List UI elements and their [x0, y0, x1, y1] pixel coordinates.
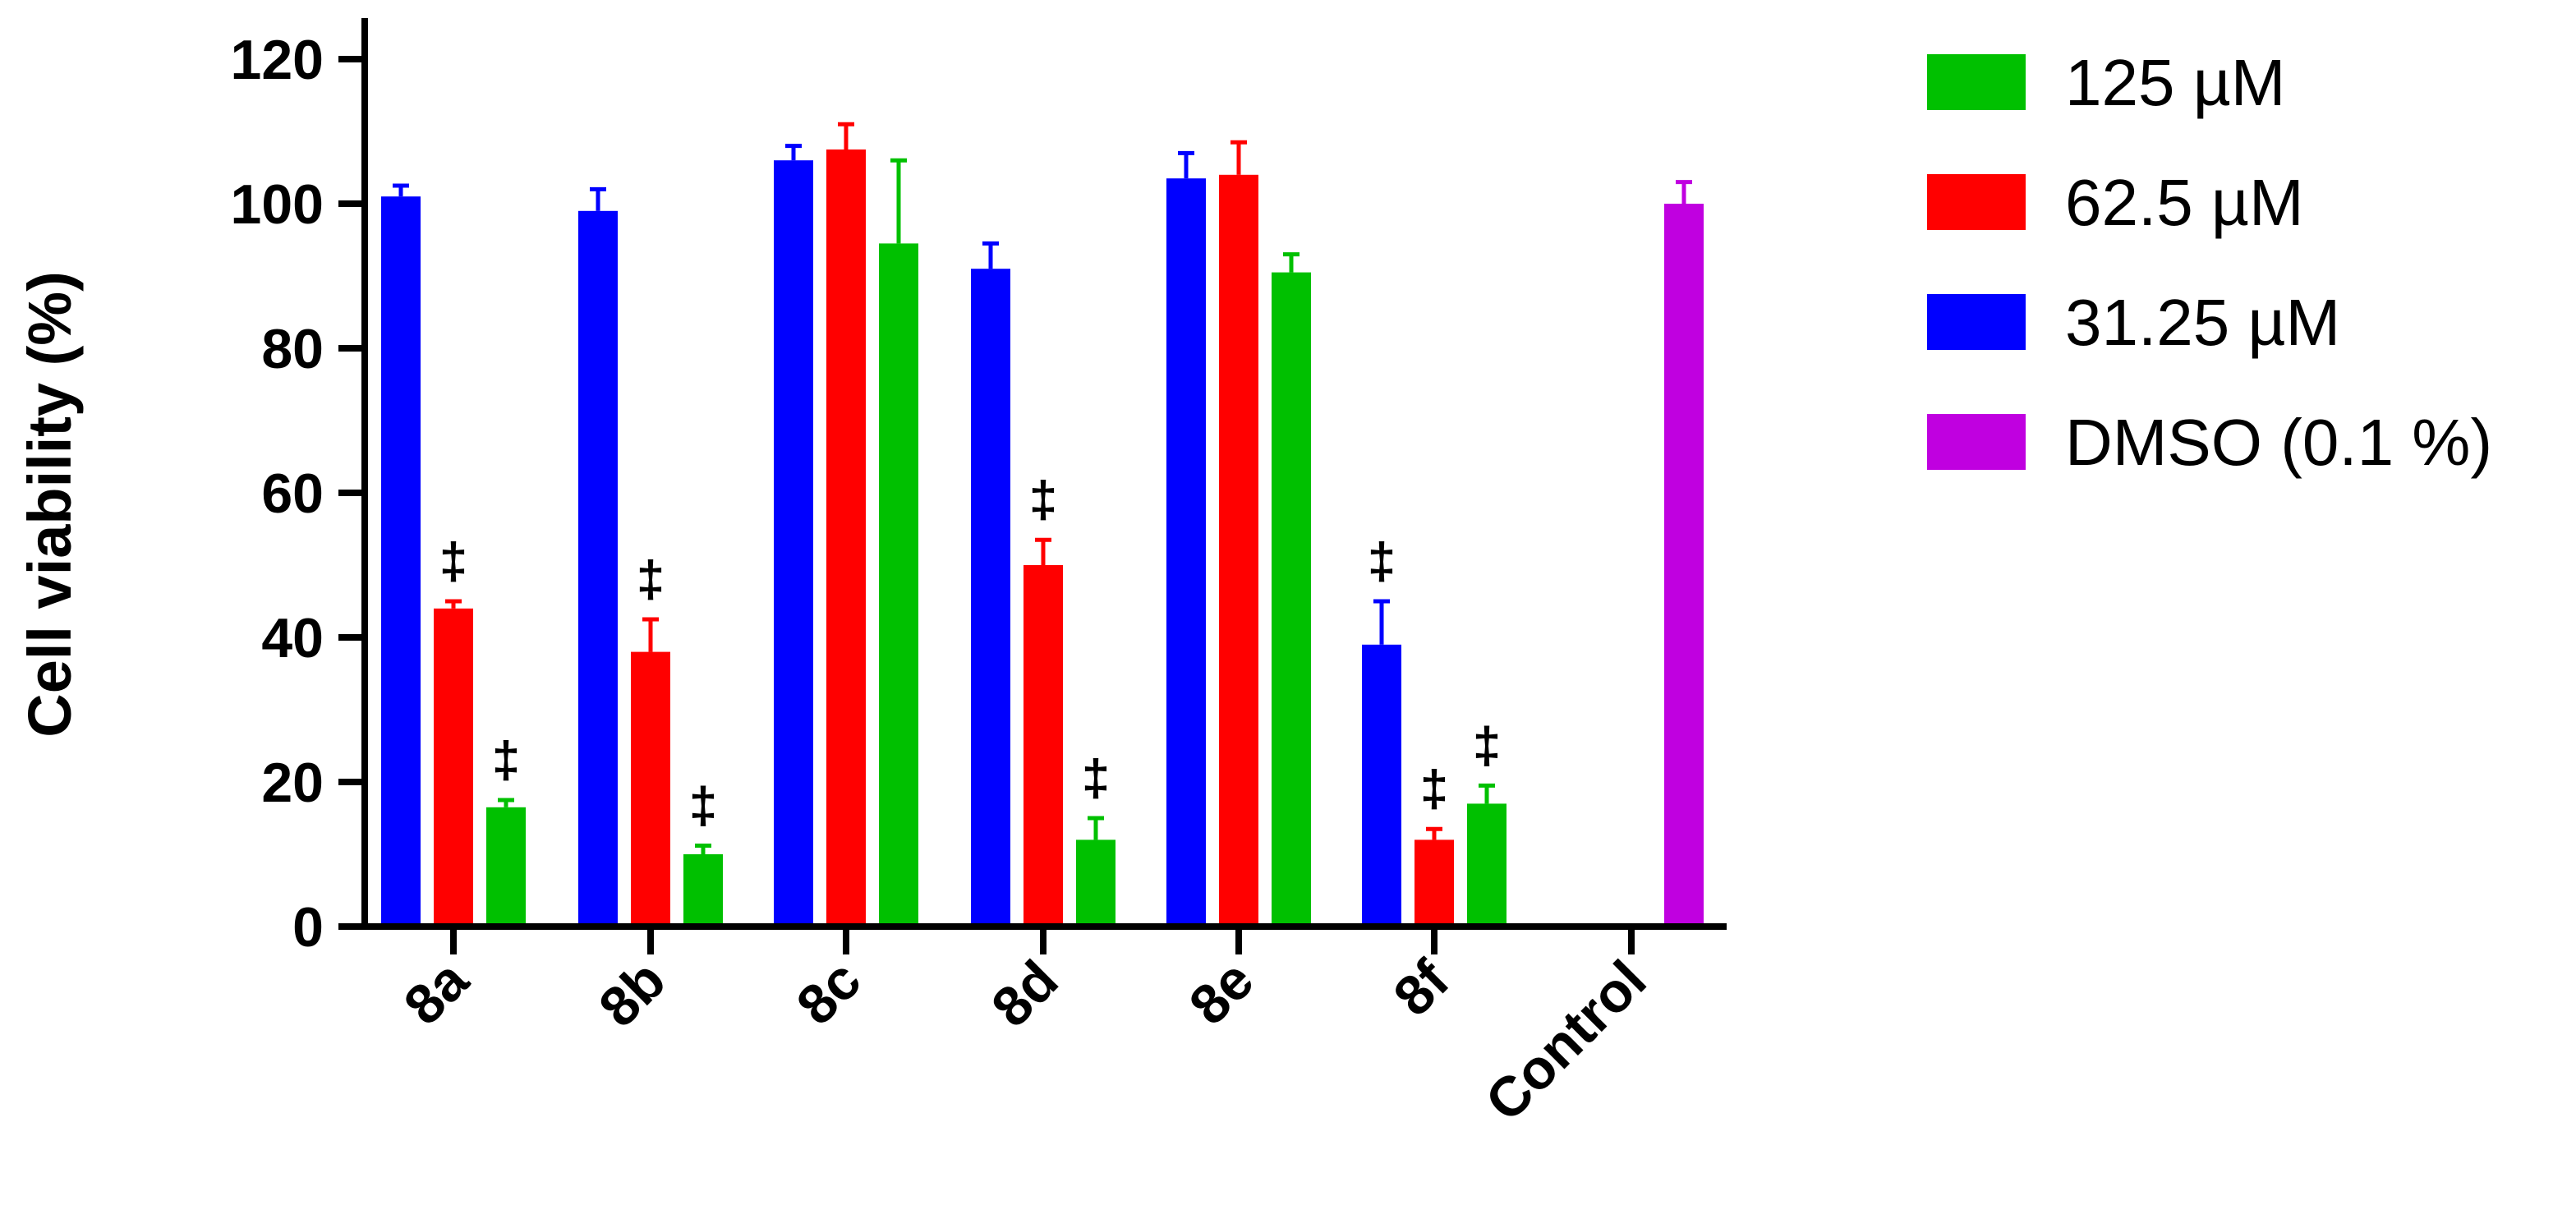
- legend-swatch: [1927, 414, 2026, 470]
- bar-8b-1: [631, 651, 670, 927]
- x-tick-label-8b: 8b: [587, 949, 678, 1039]
- bar-8d-2: [1076, 839, 1116, 927]
- significance-marker: ‡: [1082, 750, 1110, 807]
- bar-8a-1: [434, 608, 473, 927]
- bar-8e-0: [1166, 178, 1206, 927]
- y-axis-title: Cell viability (%): [16, 271, 84, 737]
- legend-swatch: [1927, 174, 2026, 230]
- bar-8b-0: [578, 210, 618, 927]
- significance-marker: ‡: [1368, 533, 1396, 590]
- bar-8e-1: [1219, 174, 1258, 927]
- legend-swatch: [1927, 294, 2026, 350]
- significance-marker: ‡: [492, 732, 520, 789]
- bar-8d-0: [971, 269, 1010, 927]
- legend-label: 31.25 µM: [2065, 286, 2340, 359]
- legend-label: DMSO (0.1 %): [2065, 406, 2492, 479]
- y-tick-label: 40: [261, 607, 324, 669]
- y-tick-label: 120: [231, 29, 324, 91]
- x-tick-label-8d: 8d: [980, 949, 1070, 1039]
- bar-8a-2: [486, 807, 526, 927]
- bar-Control-3: [1664, 204, 1704, 927]
- bar-8b-2: [683, 854, 723, 927]
- bar-8c-1: [826, 149, 866, 927]
- significance-marker: ‡: [439, 533, 467, 590]
- legend-label: 125 µM: [2065, 46, 2285, 119]
- significance-marker: ‡: [1420, 761, 1448, 817]
- y-tick-label: 100: [231, 173, 324, 236]
- x-tick-label-8f: 8f: [1382, 949, 1461, 1028]
- legend-swatch: [1927, 54, 2026, 110]
- bar-8f-1: [1414, 839, 1454, 927]
- bar-8c-2: [879, 243, 918, 927]
- legend-label: 62.5 µM: [2065, 166, 2304, 239]
- x-tick-label-8a: 8a: [392, 948, 481, 1037]
- significance-marker: ‡: [637, 551, 665, 608]
- y-tick-label: 0: [292, 896, 324, 959]
- bar-8f-2: [1467, 803, 1506, 927]
- y-tick-label: 60: [261, 462, 324, 525]
- bar-8a-0: [381, 196, 421, 927]
- significance-marker: ‡: [1473, 717, 1501, 774]
- y-tick-label: 80: [261, 318, 324, 380]
- bar-8c-0: [774, 160, 813, 927]
- bar-8e-2: [1272, 272, 1311, 927]
- bar-8d-1: [1024, 565, 1063, 927]
- x-tick-label-Control: Control: [1474, 949, 1658, 1134]
- x-tick-label-8e: 8e: [1177, 949, 1265, 1037]
- y-tick-label: 20: [261, 752, 324, 814]
- significance-marker: ‡: [689, 777, 717, 834]
- significance-marker: ‡: [1029, 471, 1057, 528]
- x-tick-label-8c: 8c: [784, 949, 872, 1037]
- bar-8f-0: [1362, 644, 1401, 927]
